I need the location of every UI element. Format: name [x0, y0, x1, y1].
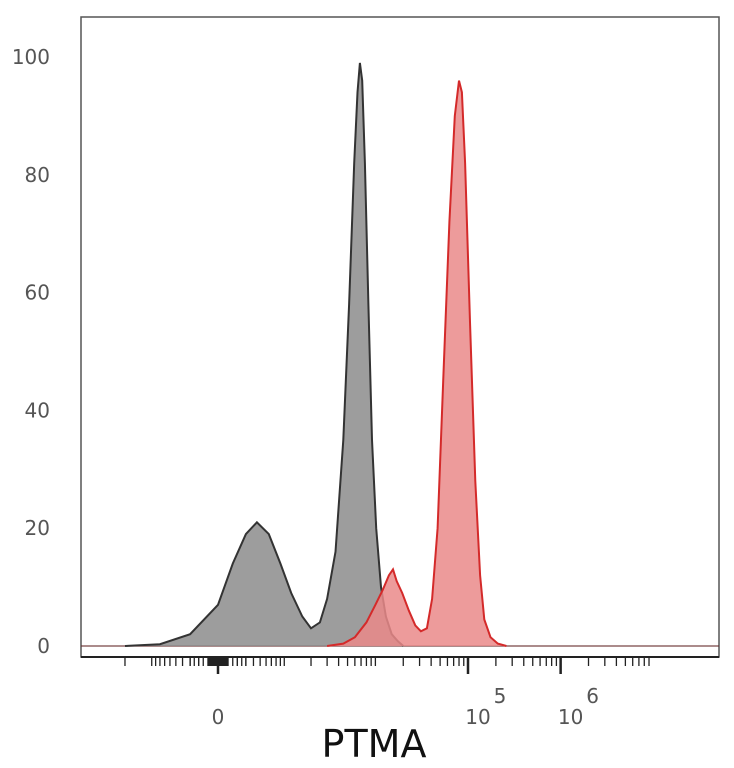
series-1-area [327, 80, 507, 647]
series-1-line [326, 80, 507, 647]
x-minor-ticks [124, 657, 650, 666]
y-tick-labels: 0 20 40 60 80 100 [12, 45, 50, 658]
plot-frame [80, 16, 720, 658]
x-axis-title: PTMA [322, 722, 427, 766]
y-tick-label-40: 40 [25, 398, 50, 422]
series-layer [81, 62, 719, 647]
y-tick-label-80: 80 [25, 163, 50, 187]
x-tick-label-2: 10 [558, 705, 583, 729]
x-major-ticks [216, 657, 562, 674]
x-tick-label-2-exponent: 6 [586, 684, 599, 708]
x-tick-label-1: 10 [465, 705, 490, 729]
series-0-line [124, 62, 404, 647]
y-tick-label-20: 20 [25, 516, 50, 540]
x-tick-label-1-exponent: 5 [494, 684, 507, 708]
y-tick-label-100: 100 [12, 45, 50, 69]
y-tick-label-60: 60 [25, 281, 50, 305]
x-tick-label-0: 0 [212, 705, 225, 729]
y-tick-label-0: 0 [37, 634, 50, 658]
